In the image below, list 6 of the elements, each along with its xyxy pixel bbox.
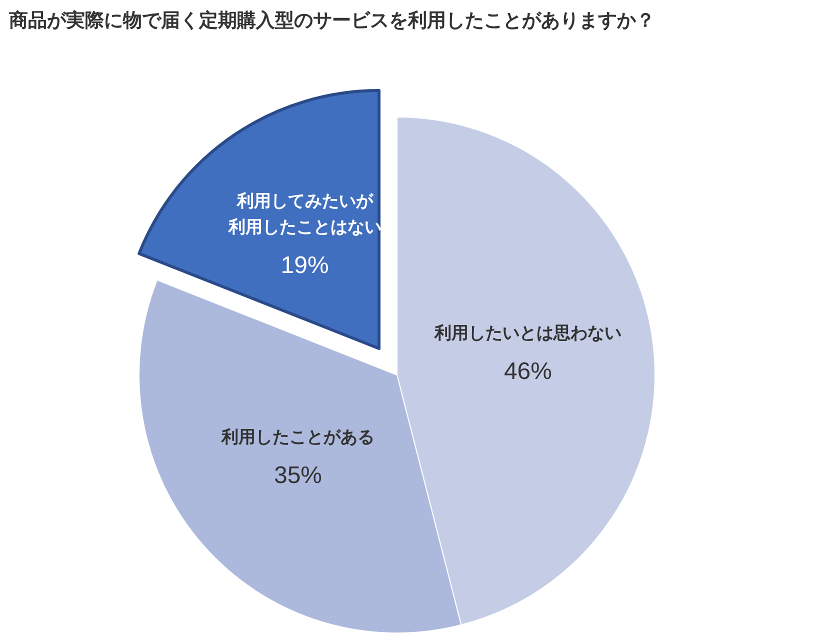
data-label: 19% [280,252,329,279]
data-label: 35% [274,462,322,489]
slice-label: 利用したことがある [220,427,374,448]
data-label: 46% [504,358,552,385]
chart-title: 商品が実際に物で届く定期購入型のサービスを利用したことがありますか？ [8,10,655,32]
slice-label: 利用したいとは思わない [433,323,622,344]
